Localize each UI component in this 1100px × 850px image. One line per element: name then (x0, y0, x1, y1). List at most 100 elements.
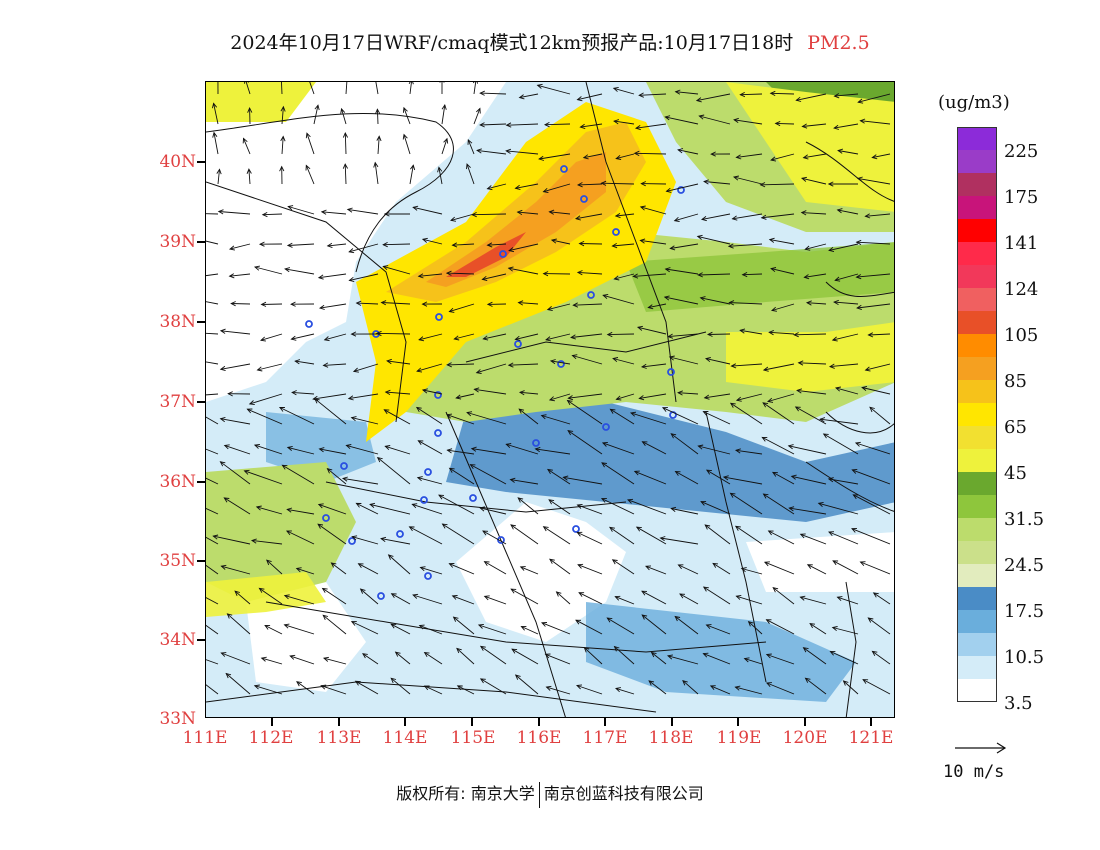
wind-vector-head (864, 213, 871, 219)
wind-vector (352, 536, 379, 545)
wind-vector (417, 477, 443, 485)
wind-vector (419, 625, 443, 635)
wind-vector-head (833, 93, 840, 99)
wind-vector (603, 294, 635, 305)
wind-vector-head (242, 137, 248, 144)
wind-vector-head (743, 657, 750, 663)
pm25-forecast-map[interactable] (205, 81, 895, 718)
wind-vector (801, 177, 827, 185)
wind-vector-head (445, 270, 452, 276)
wind-vector-head (323, 336, 330, 342)
wind-vector (281, 82, 283, 95)
wind-vector-head (583, 646, 590, 653)
wind-vector-head (467, 138, 473, 145)
wind-vector-head (790, 474, 797, 480)
wind-vector (577, 504, 603, 515)
wind-vector (453, 616, 475, 635)
wind-vector-head (741, 271, 748, 278)
wind-vector (409, 82, 412, 95)
wind-vector-head (212, 534, 219, 540)
wind-vector-head (412, 593, 419, 599)
wind-vector (510, 588, 539, 605)
wind-vector-head (477, 623, 484, 629)
wind-vector-head (867, 617, 874, 623)
wind-vector-head (244, 82, 249, 84)
wind-vector-head (541, 622, 548, 627)
wind-vector (835, 387, 859, 395)
wind-vector-head (827, 477, 834, 483)
wind-vector (856, 241, 891, 245)
wind-vector-head (482, 530, 489, 536)
wind-vector (698, 445, 731, 455)
wind-vector-head (574, 215, 581, 221)
wind-vector-head (854, 441, 861, 447)
wind-vector (376, 332, 411, 335)
wind-vector-head (283, 623, 290, 629)
wind-vector (482, 273, 507, 280)
wind-vector-head (279, 165, 285, 172)
wind-vector (703, 653, 731, 665)
wind-vector (245, 82, 251, 95)
wind-vector (539, 153, 571, 160)
wind-vector-head (357, 563, 364, 568)
wind-vector (517, 497, 539, 515)
wind-vector-head (663, 295, 670, 301)
wind-vector-head (384, 389, 391, 395)
wind-vector (243, 138, 251, 155)
wind-vector (573, 303, 603, 306)
wind-vector (344, 132, 347, 155)
wind-vector-head (253, 265, 260, 271)
colorbar-label: 3.5 (1004, 693, 1033, 714)
wind-vector (772, 472, 795, 485)
wind-vector (741, 568, 763, 575)
wind-vector-head (615, 395, 622, 401)
wind-vector-head (305, 132, 311, 139)
wind-vector (602, 442, 635, 455)
wind-vector (309, 82, 315, 95)
wind-vector-head (264, 625, 271, 630)
wind-vector (442, 523, 475, 545)
wind-vector (314, 398, 347, 425)
wind-vector-head (314, 398, 320, 404)
wind-vector-head (635, 526, 642, 532)
wind-vector-head (538, 155, 545, 161)
wind-vector (341, 108, 347, 125)
wind-vector-head (347, 395, 354, 401)
wind-vector (317, 523, 347, 545)
wind-vector (830, 651, 859, 665)
wind-vector-head (799, 595, 806, 601)
wind-vector (220, 363, 251, 370)
lon-tick (338, 718, 340, 726)
wind-vector-head (803, 274, 810, 280)
wind-vector-head (733, 117, 739, 123)
wind-vector-head (700, 216, 707, 222)
wind-vector (670, 433, 699, 455)
wind-vector (868, 617, 891, 635)
wind-vector (264, 625, 283, 635)
wind-vector (701, 213, 731, 220)
wind-vector-head (260, 336, 266, 342)
wind-vector-head (609, 526, 615, 532)
wind-vector-head (857, 98, 864, 104)
wind-vector-head (410, 164, 416, 171)
colorbar-swatch (957, 357, 997, 380)
wind-vector (484, 595, 507, 605)
wind-vector-head (698, 114, 705, 120)
wind-vector-head (762, 366, 769, 372)
wind-vector (735, 525, 763, 545)
wind-vector-head (544, 653, 551, 659)
wind-vector-head (247, 107, 253, 113)
wind-vector-head (829, 650, 836, 656)
wind-vector (571, 333, 603, 338)
wind-vector (416, 407, 443, 425)
colorbar-label: 141 (1004, 233, 1039, 254)
lon-tick (271, 718, 273, 726)
wind-vector (682, 680, 699, 695)
wind-vector-head (322, 614, 329, 620)
wind-vector (704, 393, 731, 399)
wind-vector-head (520, 625, 527, 631)
wind-vector-head (795, 96, 802, 102)
wind-vector (482, 530, 507, 545)
wind-vector (484, 561, 507, 575)
wind-vector (362, 653, 379, 665)
